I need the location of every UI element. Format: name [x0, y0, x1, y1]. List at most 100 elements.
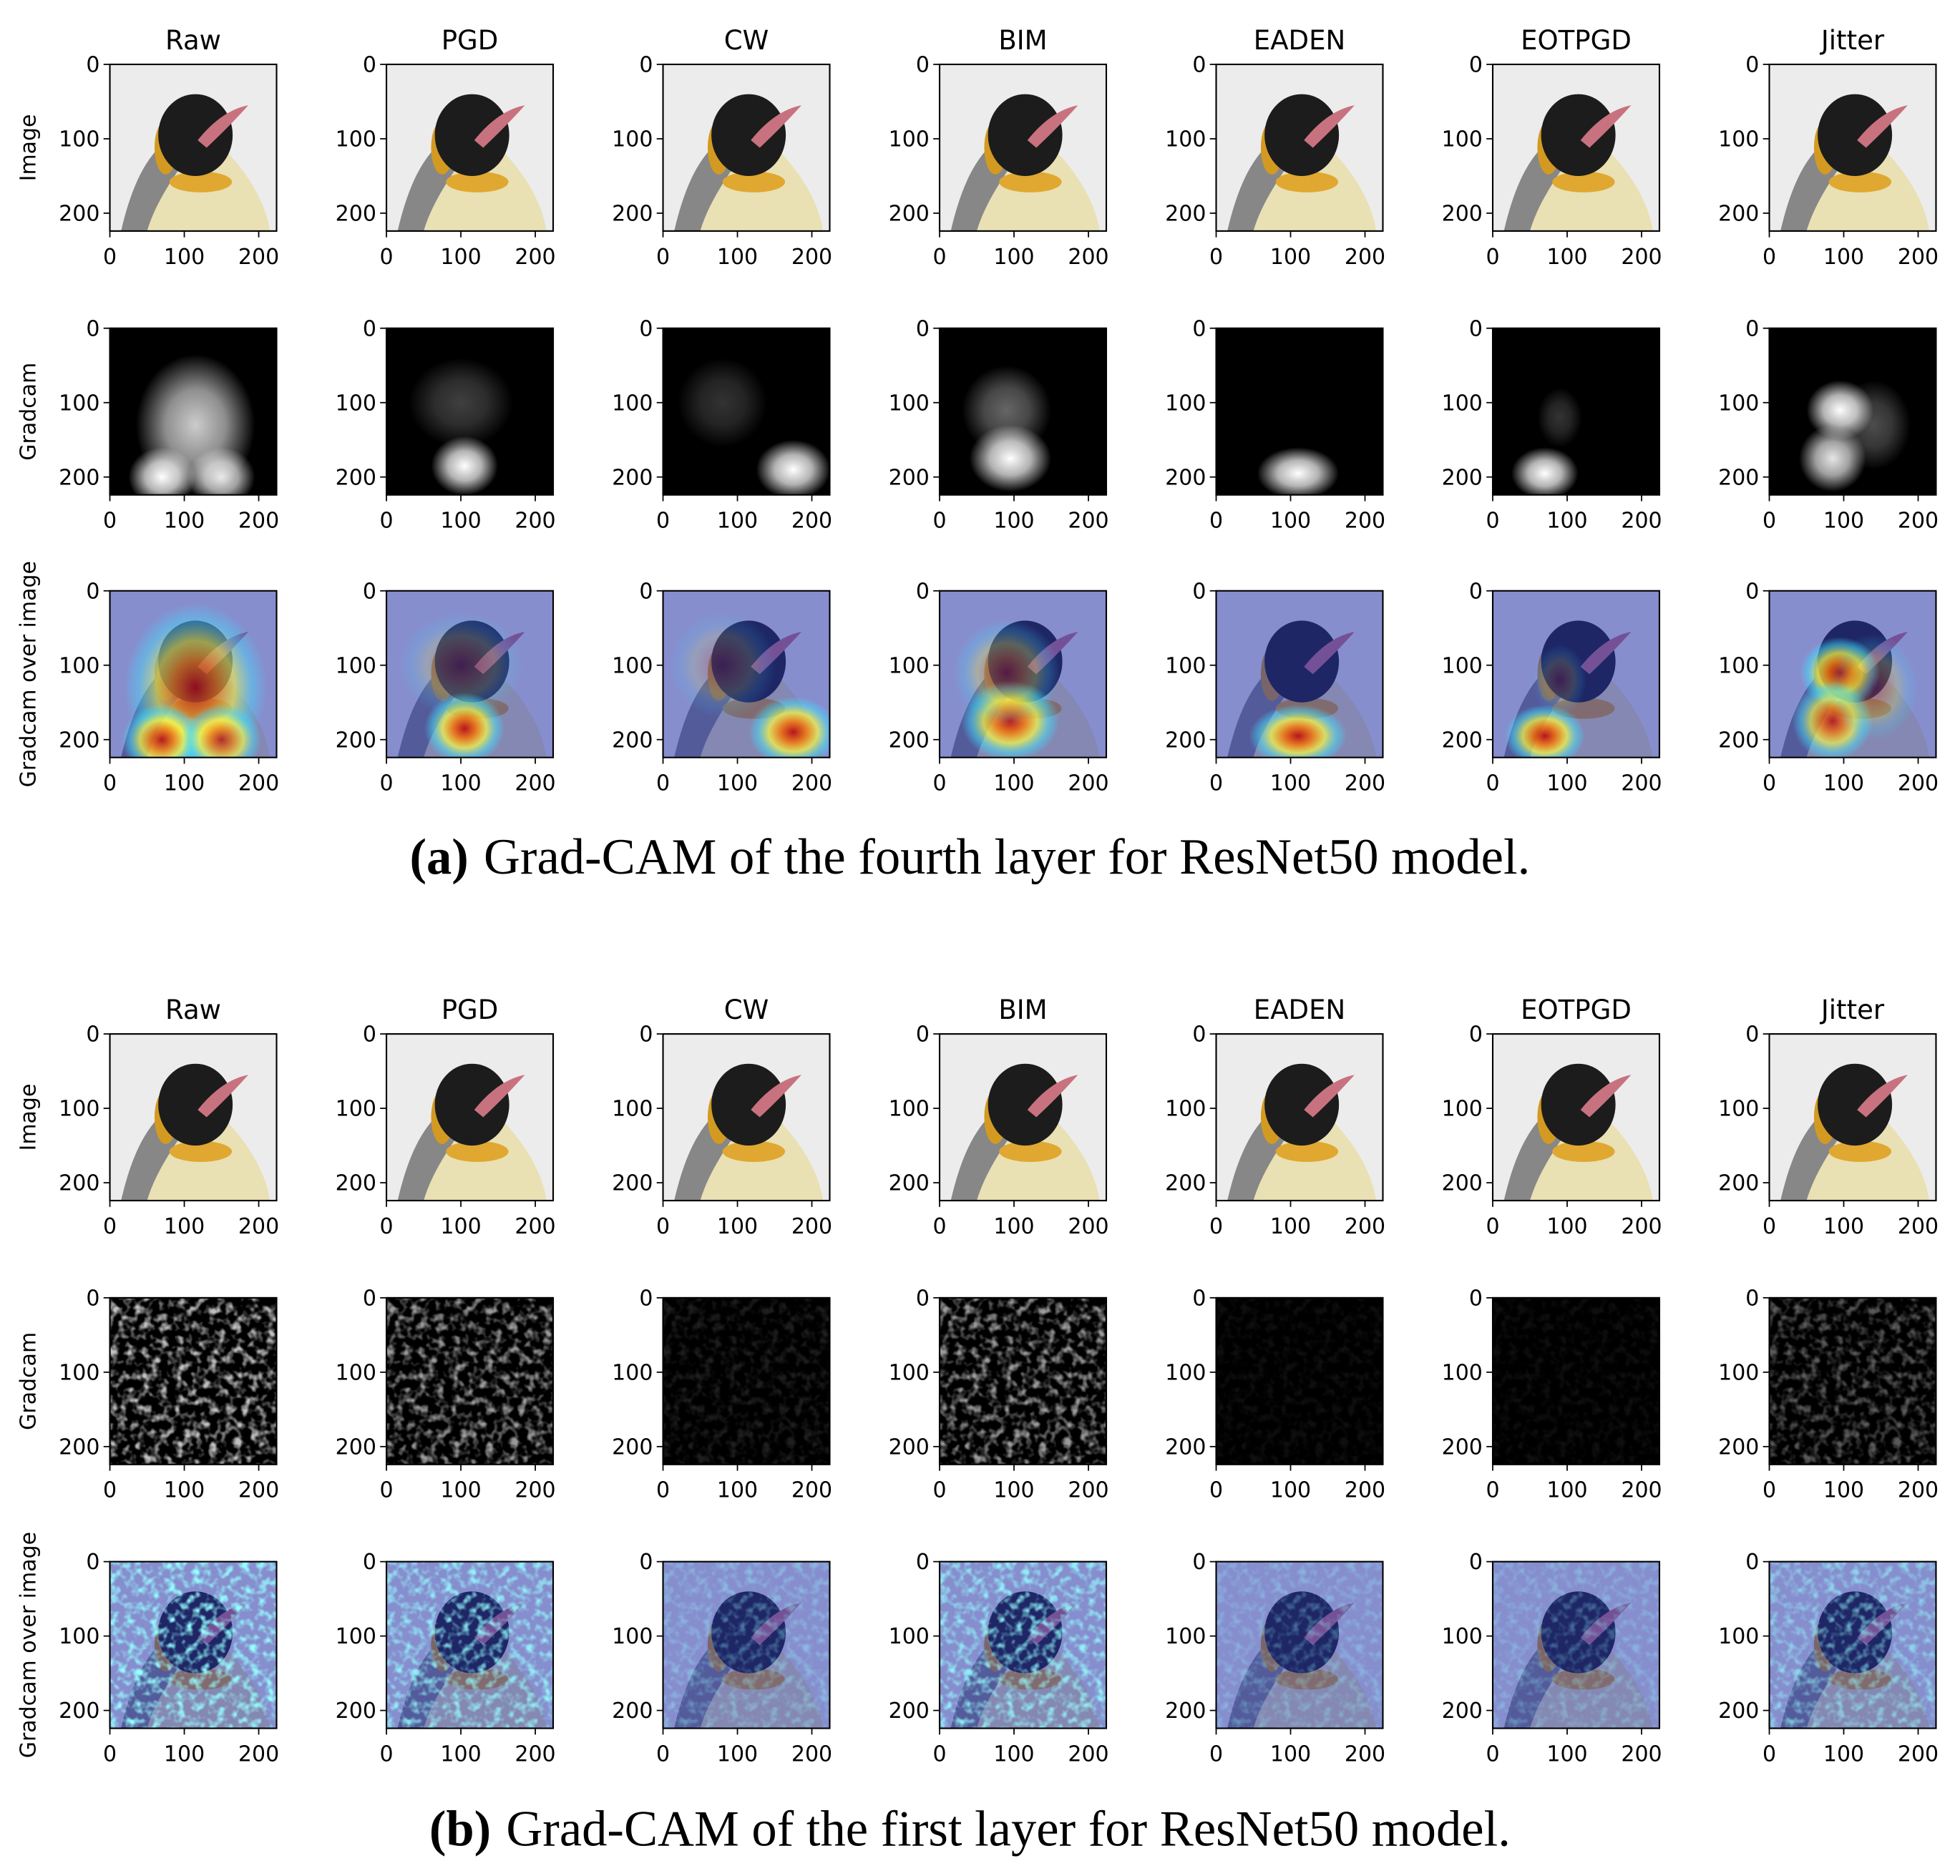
axes-frame: [1215, 1033, 1384, 1202]
heat-noise: [1216, 1561, 1383, 1729]
y-tick-label: 200: [1165, 202, 1206, 227]
penguin-image: [663, 64, 830, 231]
caption: (a) Grad-CAM of the fourth layer for ResN…: [409, 829, 1530, 885]
x-tick-label: 200: [1068, 771, 1108, 796]
x-tick-label: 200: [1345, 509, 1385, 534]
y-tick-label: 200: [612, 202, 653, 227]
penguin-image: [940, 1034, 1106, 1201]
y-tick-label: 100: [1165, 127, 1206, 152]
axes-frame: [1768, 1296, 1937, 1465]
y-tick-label: 200: [336, 465, 376, 490]
x-tick-label: 200: [791, 509, 832, 534]
gradcam-blob: [409, 358, 513, 448]
image-panel: [940, 590, 1106, 758]
y-tick-label: 100: [59, 1624, 99, 1649]
x-tick-label: 100: [164, 509, 205, 534]
x-tick-label: 0: [103, 1478, 117, 1503]
y-tick-label: 0: [916, 1022, 930, 1047]
x-tick-label: 0: [1209, 245, 1223, 270]
y-tick-label: 200: [59, 465, 99, 490]
x-tick-label: 0: [1486, 1741, 1499, 1767]
x-tick-label: 100: [1823, 771, 1864, 796]
x-tick-label: 0: [932, 1478, 946, 1503]
axes-frame: [1215, 63, 1384, 232]
y-tick-label: 100: [612, 1097, 653, 1122]
x-tick-label: 200: [1068, 1741, 1108, 1767]
y-tick-label: 200: [889, 1699, 930, 1724]
y-tick-label: 100: [336, 127, 376, 152]
x-tick-label: 0: [656, 1478, 670, 1503]
y-tick-label: 0: [363, 316, 376, 341]
axes-frame: [662, 327, 831, 496]
x-tick-label: 200: [1898, 771, 1939, 796]
x-tick-label: 200: [238, 771, 279, 796]
penguin-image: [663, 1034, 830, 1201]
gradcam-blob: [962, 365, 1052, 455]
axes-frame: [662, 590, 831, 758]
y-tick-label: 100: [1442, 1097, 1483, 1122]
y-tick-label: 200: [612, 1171, 653, 1196]
image-panel: [940, 64, 1106, 231]
y-tick-label: 0: [1192, 1550, 1206, 1575]
y-tick-label: 0: [86, 1022, 99, 1047]
gradcam-blob: [187, 447, 255, 495]
axes-frame: [1491, 1560, 1661, 1729]
y-tick-label: 100: [889, 653, 930, 678]
y-tick-label: 0: [363, 1022, 376, 1047]
x-tick-label: 200: [238, 1214, 279, 1239]
y-tick-label: 0: [639, 316, 653, 341]
axes-frame: [1215, 1560, 1384, 1729]
y-tick-label: 100: [1165, 653, 1206, 678]
axes-frame: [1491, 1033, 1661, 1202]
x-tick-label: 100: [164, 1214, 205, 1239]
x-tick-label: 100: [1270, 245, 1311, 270]
x-tick-label: 0: [103, 1214, 117, 1239]
gradcam-noise: [386, 1297, 553, 1465]
image-panel: [1216, 1297, 1383, 1465]
y-tick-label: 200: [59, 1699, 99, 1724]
y-tick-label: 100: [1165, 1624, 1206, 1649]
image-panel: [1769, 590, 1936, 758]
y-tick-label: 100: [1718, 1624, 1759, 1649]
x-tick-label: 0: [656, 1214, 670, 1239]
image-panel: [1493, 1297, 1659, 1465]
axes-frame: [662, 1296, 831, 1465]
axes-frame: [109, 327, 278, 496]
x-tick-label: 200: [791, 245, 832, 270]
y-tick-label: 100: [889, 1097, 930, 1122]
x-tick-label: 200: [1621, 245, 1662, 270]
y-tick-label: 0: [1469, 1022, 1483, 1047]
image-panel: [663, 64, 830, 231]
y-tick-label: 0: [1192, 579, 1206, 604]
y-tick-label: 200: [336, 202, 376, 227]
y-tick-label: 0: [1745, 53, 1759, 78]
y-tick-label: 100: [889, 391, 930, 416]
y-tick-label: 0: [1469, 316, 1483, 341]
image-panel: [663, 328, 830, 495]
y-tick-label: 100: [336, 1360, 376, 1385]
image-panel: [1493, 590, 1659, 758]
y-tick-label: 100: [59, 127, 99, 152]
y-tick-label: 200: [1718, 1171, 1759, 1196]
y-tick-label: 200: [59, 202, 99, 227]
x-tick-label: 100: [717, 1478, 758, 1503]
y-tick-label: 0: [86, 1286, 99, 1311]
image-panel: [386, 64, 553, 231]
axes-frame: [385, 1560, 555, 1729]
x-tick-label: 100: [440, 1741, 481, 1767]
y-tick-label: 100: [336, 653, 376, 678]
x-tick-label: 200: [515, 1214, 555, 1239]
y-tick-label: 200: [1442, 1699, 1483, 1724]
y-tick-label: 100: [1442, 1360, 1483, 1385]
x-tick-label: 0: [1209, 509, 1223, 534]
y-tick-label: 200: [889, 465, 930, 490]
x-tick-label: 0: [1486, 245, 1499, 270]
axes-frame: [662, 1560, 831, 1729]
row-label: Gradcam over image: [16, 1532, 41, 1758]
x-tick-label: 200: [1345, 771, 1385, 796]
x-tick-label: 0: [1486, 771, 1499, 796]
y-tick-label: 100: [889, 127, 930, 152]
axes-frame: [1491, 590, 1661, 758]
image-panel: [1216, 64, 1383, 231]
y-tick-label: 200: [336, 1435, 376, 1460]
